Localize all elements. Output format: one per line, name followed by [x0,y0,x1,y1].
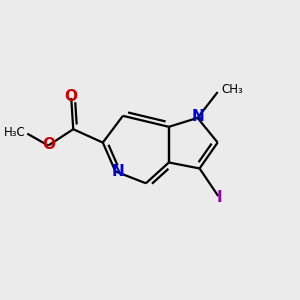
Text: N: N [191,109,204,124]
Text: O: O [65,89,78,104]
Text: I: I [217,190,223,205]
Text: CH₃: CH₃ [221,83,243,96]
Text: H₃C: H₃C [4,126,26,139]
Text: O: O [42,136,55,152]
Text: N: N [111,164,124,179]
